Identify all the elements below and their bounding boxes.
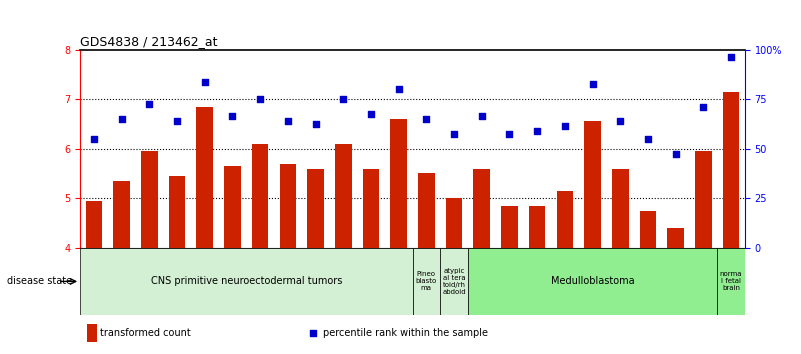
Point xyxy=(281,119,294,124)
Point xyxy=(171,119,183,124)
Bar xyxy=(86,201,103,248)
Text: Pineo
blasto
ma: Pineo blasto ma xyxy=(416,272,437,291)
Text: transformed count: transformed count xyxy=(100,328,191,338)
Point xyxy=(115,116,128,122)
Point xyxy=(87,136,100,142)
Bar xyxy=(557,191,574,248)
Point xyxy=(364,111,377,117)
Bar xyxy=(335,144,352,248)
Point xyxy=(503,131,516,137)
Bar xyxy=(252,144,268,248)
Bar xyxy=(441,248,468,315)
Bar xyxy=(363,169,380,248)
Point xyxy=(337,96,350,102)
Point xyxy=(199,79,211,85)
Point xyxy=(420,116,433,122)
Bar xyxy=(418,173,435,248)
Bar xyxy=(308,169,324,248)
Bar xyxy=(717,248,745,315)
Text: disease state: disease state xyxy=(7,276,72,286)
Text: Medulloblastoma: Medulloblastoma xyxy=(551,276,634,286)
Bar xyxy=(723,92,739,248)
Bar xyxy=(114,181,130,248)
Bar xyxy=(280,164,296,248)
Bar xyxy=(468,248,717,315)
Text: CNS primitive neuroectodermal tumors: CNS primitive neuroectodermal tumors xyxy=(151,276,342,286)
Point xyxy=(725,54,738,60)
Bar xyxy=(80,248,413,315)
Bar xyxy=(390,119,407,248)
Bar xyxy=(413,248,441,315)
Text: percentile rank within the sample: percentile rank within the sample xyxy=(323,328,488,338)
Bar xyxy=(501,206,517,248)
Point xyxy=(392,86,405,92)
Point xyxy=(306,330,319,336)
Bar xyxy=(695,151,711,248)
Point xyxy=(642,136,654,142)
Text: atypic
al tera
toid/rh
abdoid: atypic al tera toid/rh abdoid xyxy=(442,268,466,295)
Bar xyxy=(87,324,97,342)
Bar xyxy=(667,228,684,248)
Point xyxy=(670,151,682,156)
Point xyxy=(448,131,461,137)
Point xyxy=(143,101,155,107)
Bar xyxy=(584,121,601,248)
Bar xyxy=(196,107,213,248)
Bar xyxy=(473,169,490,248)
Bar xyxy=(141,151,158,248)
Point xyxy=(226,114,239,119)
Point xyxy=(697,104,710,109)
Bar xyxy=(612,169,629,248)
Point xyxy=(254,96,267,102)
Bar xyxy=(169,176,185,248)
Point xyxy=(614,119,626,124)
Point xyxy=(531,129,544,134)
Text: norma
l fetal
brain: norma l fetal brain xyxy=(720,272,743,291)
Text: GDS4838 / 213462_at: GDS4838 / 213462_at xyxy=(80,35,218,48)
Point xyxy=(558,124,571,129)
Point xyxy=(475,114,488,119)
Point xyxy=(586,81,599,87)
Point xyxy=(309,121,322,127)
Bar xyxy=(445,198,462,248)
Bar xyxy=(529,206,545,248)
Bar xyxy=(640,211,656,248)
Bar xyxy=(224,166,241,248)
